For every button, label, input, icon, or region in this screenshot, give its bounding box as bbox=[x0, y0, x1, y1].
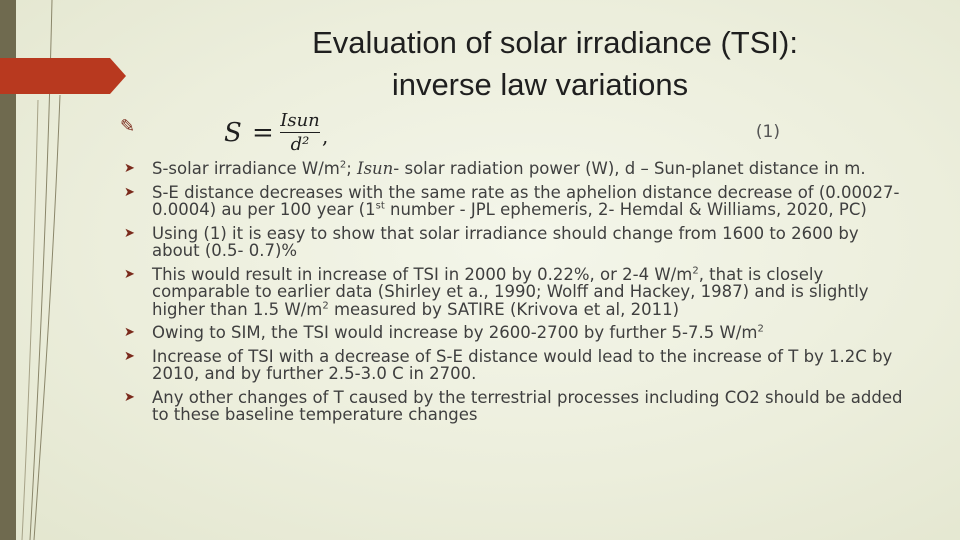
formula-equals: = bbox=[252, 118, 274, 148]
formula-fraction: Isun d² bbox=[280, 110, 320, 155]
bullet-text: , that is closely comparable to earlier … bbox=[152, 264, 869, 319]
list-item: ➤ Increase of TSI with a decrease of S-E… bbox=[124, 346, 904, 383]
bullet-text: Increase of TSI with a decrease of S-E d… bbox=[152, 346, 893, 383]
arrow-bullet-icon: ➤ bbox=[124, 225, 135, 241]
formula-denominator: d² bbox=[290, 134, 310, 155]
arrow-bullet-icon: ➤ bbox=[124, 348, 135, 364]
title-accent-arrow bbox=[0, 58, 126, 94]
arrow-bullet-icon: ➤ bbox=[124, 389, 135, 405]
bullet-text: S-E distance decreases with the same rat… bbox=[152, 182, 900, 219]
bullet-text: Owing to SIM, the TSI would increase by … bbox=[152, 323, 758, 342]
superscript: st bbox=[375, 200, 385, 212]
bullet-text: measured by SATIRE (Krivova et al, 2011) bbox=[328, 299, 680, 319]
formula-numerator: Isun bbox=[280, 110, 320, 131]
list-item: ➤ Owing to SIM, the TSI would increase b… bbox=[124, 324, 904, 342]
equation-number: (1) bbox=[755, 122, 780, 142]
title-line-2: inverse law variations bbox=[391, 67, 689, 102]
formula-comma: , bbox=[322, 124, 329, 148]
formula-lhs: S bbox=[224, 118, 242, 148]
bullet-text: This would result in increase of TSI in … bbox=[152, 264, 693, 284]
slide-content: ✎ S = Isun d² , (1) ➤ S-solar irradiance… bbox=[120, 110, 904, 430]
superscript: 2 bbox=[322, 300, 329, 311]
bullet-italic: Isun bbox=[357, 159, 394, 178]
formula-row: ✎ S = Isun d² , (1) bbox=[120, 110, 904, 160]
arrow-bullet-icon: ➤ bbox=[124, 325, 135, 340]
pencil-icon: ✎ bbox=[120, 116, 136, 137]
arrow-bullet-icon: ➤ bbox=[124, 266, 135, 282]
list-item: ➤ S-solar irradiance W/m2; Isun- solar r… bbox=[124, 160, 904, 178]
list-item: ➤ Any other changes of T caused by the t… bbox=[124, 387, 904, 424]
bullet-text: Any other changes of T caused by the ter… bbox=[152, 387, 903, 424]
arrow-bullet-icon: ➤ bbox=[124, 184, 135, 200]
superscript: 2 bbox=[757, 323, 764, 335]
list-item: ➤ S-E distance decreases with the same r… bbox=[124, 182, 904, 219]
arrow-bullet-icon: ➤ bbox=[124, 161, 135, 176]
bullet-list: ➤ S-solar irradiance W/m2; Isun- solar r… bbox=[124, 160, 904, 424]
superscript: 2 bbox=[339, 159, 347, 171]
bullet-text: - solar radiation power (W), d – Sun-pla… bbox=[393, 159, 866, 178]
bullet-text: Using (1) it is easy to show that solar … bbox=[152, 223, 859, 260]
list-item: ➤ This would result in increase of TSI i… bbox=[124, 264, 904, 319]
left-decorative-bar bbox=[0, 0, 16, 540]
fraction-bar bbox=[280, 132, 320, 133]
title-line-1: Evaluation of solar irradiance (TSI): bbox=[312, 25, 798, 60]
list-item: ➤ Using (1) it is easy to show that sola… bbox=[124, 223, 904, 260]
bullet-text: ; bbox=[346, 159, 358, 178]
superscript: 2 bbox=[692, 265, 699, 276]
bullet-text: number - JPL ephemeris, 2- Hemdal & Will… bbox=[384, 200, 867, 219]
bullet-text: S-solar irradiance W/m bbox=[152, 159, 340, 178]
slide-title: Evaluation of solar irradiance (TSI): in… bbox=[0, 22, 960, 106]
